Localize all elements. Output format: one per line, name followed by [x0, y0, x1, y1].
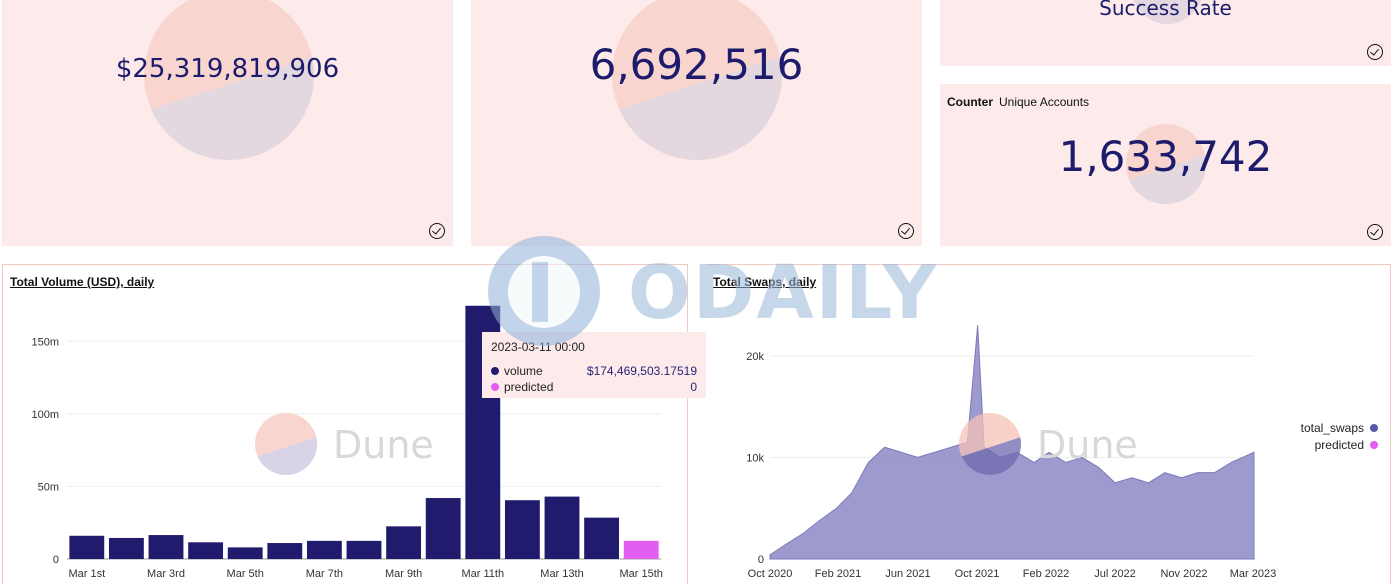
volume-bar-chart: 0 50m 100m 150m Mar 1st Mar 3rd Mar 5th Mar 7th…	[31, 305, 663, 580]
volume-chart-panel: Total Volume (USD), daily 0 50m 100m 150m Ma…	[2, 264, 688, 584]
y-tick-label: 20k	[746, 351, 764, 363]
tooltip-row-volume: volume $174,469,503.17519	[491, 363, 697, 379]
check-circle-icon	[898, 223, 914, 239]
counter-type-label: Counter	[947, 95, 993, 109]
x-tick-label: Mar 2023	[1230, 568, 1276, 580]
x-tick-label: Mar 5th	[227, 568, 264, 580]
x-tick-label: Mar 15th	[619, 568, 662, 580]
series-dot-icon	[491, 383, 499, 391]
y-tick-label: 100m	[31, 409, 59, 421]
bar-volume	[544, 496, 580, 559]
bar-volume	[108, 537, 144, 559]
bar-volume	[306, 540, 342, 559]
bar-volume	[504, 500, 540, 559]
x-tick-label: Feb 2021	[815, 568, 861, 580]
area-total_swaps	[769, 325, 1255, 560]
x-tick-label: Nov 2022	[1160, 568, 1207, 580]
bar-volume	[69, 535, 105, 559]
dune-logo-watermark	[1126, 124, 1206, 204]
total-volume-card: $25,319,819,906	[2, 0, 453, 246]
check-circle-icon	[1367, 44, 1383, 60]
unique-accounts-value: 1,633,742	[1058, 132, 1273, 181]
success-rate-title: Success Rate	[1099, 0, 1232, 20]
y-tick-label: 50m	[38, 481, 59, 493]
tooltip-row-predicted: predicted 0	[491, 379, 697, 395]
bar-volume	[425, 498, 461, 559]
total-swaps-card: 6,692,516	[471, 0, 922, 246]
success-rate-card: Success Rate	[940, 0, 1391, 66]
unique-accounts-card: Counter Unique Accounts 1,633,742	[940, 84, 1391, 246]
x-tick-label: Mar 1st	[68, 568, 105, 580]
bar-volume	[267, 543, 303, 559]
y-tick-label: 0	[53, 554, 59, 566]
x-tick-label: Jun 2021	[885, 568, 930, 580]
volume-chart-title[interactable]: Total Volume (USD), daily	[10, 275, 155, 289]
counter-title: Unique Accounts	[999, 95, 1090, 109]
bar-volume	[227, 547, 263, 559]
series-dot-icon	[491, 367, 499, 375]
check-circle-icon	[1367, 224, 1383, 240]
legend-dot-icon	[1370, 423, 1378, 432]
x-tick-label: Mar 13th	[540, 568, 583, 580]
y-tick-label: 150m	[31, 336, 59, 348]
swaps-chart-panel: Total Swaps, daily 0 10k 20k Oct 2020 Feb 20…	[706, 264, 1391, 584]
x-tick-label: Mar 7th	[306, 568, 343, 580]
swaps-legend: total_swaps predicted	[1238, 419, 1378, 453]
bar-volume	[148, 535, 184, 559]
x-tick-label: Feb 2022	[1023, 568, 1069, 580]
bar-volume	[346, 540, 382, 559]
bar-volume	[584, 517, 620, 559]
bar-volume	[386, 526, 422, 559]
y-tick-label: 0	[758, 554, 764, 566]
dune-logo-watermark	[1130, 0, 1205, 24]
x-tick-label: Jul 2022	[1094, 568, 1136, 580]
counter-header: Counter Unique Accounts	[947, 95, 1089, 109]
bar-volume	[188, 542, 224, 559]
x-tick-label: Mar 11th	[462, 568, 505, 580]
bar-predicted	[623, 540, 659, 559]
total-volume-value: $25,319,819,906	[115, 54, 340, 84]
dune-logo-watermark	[144, 0, 314, 160]
volume-tooltip: 2023-03-11 00:00 volume $174,469,503.175…	[482, 332, 706, 398]
x-tick-label: Mar 9th	[385, 568, 422, 580]
y-tick-label: 10k	[746, 452, 764, 464]
dune-logo-watermark	[612, 0, 782, 160]
x-tick-label: Oct 2020	[748, 568, 793, 580]
swaps-chart-title[interactable]: Total Swaps, daily	[713, 275, 817, 289]
legend-item-predicted[interactable]: predicted	[1238, 436, 1378, 453]
tooltip-date: 2023-03-11 00:00	[491, 340, 585, 354]
total-swaps-value: 6,692,516	[589, 40, 804, 89]
x-tick-label: Oct 2021	[955, 568, 1000, 580]
legend-dot-icon	[1370, 440, 1378, 449]
check-circle-icon	[429, 223, 445, 239]
legend-item-total-swaps[interactable]: total_swaps	[1238, 419, 1378, 436]
x-tick-label: Mar 3rd	[147, 568, 185, 580]
